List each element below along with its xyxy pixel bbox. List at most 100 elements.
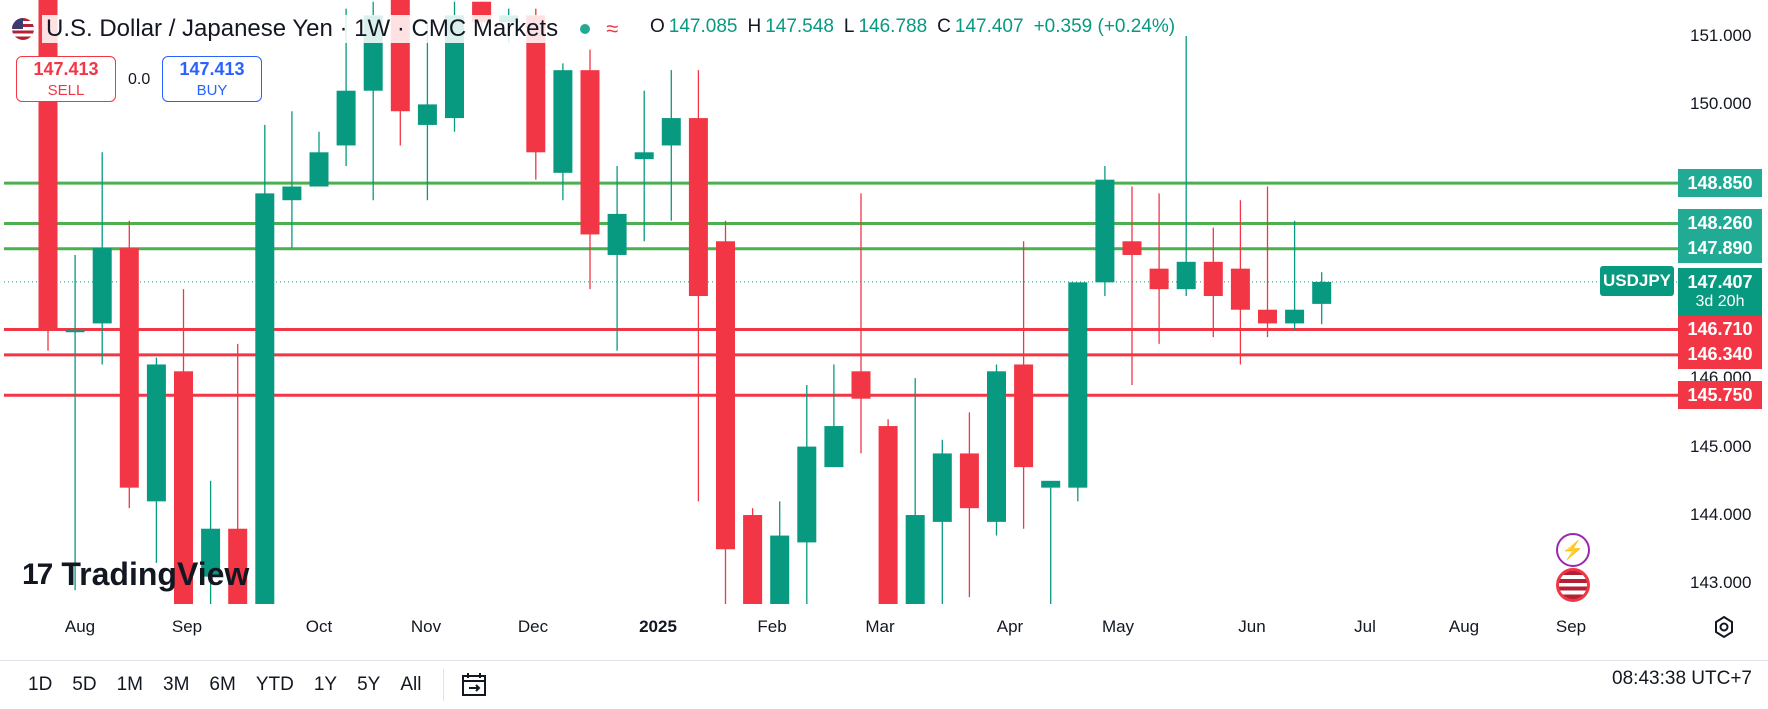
level-tag-146-710: 146.710 <box>1678 315 1762 344</box>
price-tick-label: 143.000 <box>1690 573 1752 593</box>
candle-body <box>417 104 437 125</box>
candle[interactable] <box>878 419 898 604</box>
candle[interactable] <box>1258 186 1277 338</box>
candle[interactable] <box>255 124 275 604</box>
candle-body <box>1203 261 1223 297</box>
candle[interactable] <box>688 70 708 502</box>
time-tick-label: Oct <box>305 617 333 636</box>
timeframe-1y[interactable]: 1Y <box>313 674 338 695</box>
candle[interactable] <box>905 378 925 604</box>
candle-body <box>38 0 58 331</box>
candle[interactable] <box>987 364 1006 536</box>
calendar-range-icon[interactable] <box>460 671 488 699</box>
candle[interactable] <box>119 220 139 509</box>
change-value: +0.359 (+0.24%) <box>1033 16 1176 37</box>
candle[interactable] <box>770 501 790 604</box>
timeframe-all[interactable]: All <box>400 674 422 695</box>
bolt-icon[interactable]: ⚡ <box>1556 533 1590 567</box>
candle-body <box>282 186 302 201</box>
candle[interactable] <box>1285 220 1305 331</box>
candle[interactable] <box>282 111 302 249</box>
candle[interactable] <box>1014 241 1034 529</box>
us-flag-event-icon[interactable] <box>1556 568 1590 602</box>
open-value: 147.085 <box>668 16 738 37</box>
candle[interactable] <box>65 254 85 591</box>
candle-body <box>770 535 790 604</box>
candle[interactable] <box>309 131 329 187</box>
candle[interactable] <box>1176 35 1196 297</box>
candle[interactable] <box>174 289 193 604</box>
candle[interactable] <box>1095 165 1115 297</box>
candle[interactable] <box>417 22 437 201</box>
clock[interactable]: 08:43:38 UTC+7 <box>1612 668 1752 689</box>
timeframe-1m[interactable]: 1M <box>116 674 143 695</box>
candle[interactable] <box>1041 480 1061 604</box>
candle[interactable] <box>716 220 735 604</box>
candle[interactable] <box>1230 200 1250 365</box>
candle-body <box>1149 268 1169 290</box>
candle[interactable] <box>228 343 248 604</box>
candle[interactable] <box>959 412 979 598</box>
timeframe-3m[interactable]: 3M <box>163 674 190 695</box>
ohlc-readout: O 147.085 H 147.548 L 146.788 C 147.407 +0.3… <box>650 16 1175 38</box>
candle[interactable] <box>580 49 600 290</box>
candle[interactable] <box>634 90 654 242</box>
time-tick-label: Sep <box>1555 617 1587 636</box>
candle[interactable] <box>553 63 573 201</box>
candle-body <box>119 248 139 488</box>
candle[interactable] <box>824 364 844 468</box>
candle[interactable] <box>797 384 817 604</box>
timeframe-6m[interactable]: 6M <box>209 674 236 695</box>
candle-body <box>634 152 654 160</box>
candle[interactable] <box>743 508 763 604</box>
logo-text: TradingView <box>61 556 250 592</box>
candle-body <box>959 453 979 509</box>
candle[interactable] <box>1312 272 1332 325</box>
candle-body <box>146 364 166 502</box>
candle-body <box>174 371 193 604</box>
candle-body <box>797 446 817 543</box>
candle[interactable] <box>1149 193 1169 344</box>
us-flag-icon <box>12 18 34 40</box>
price-tick-label: 145.000 <box>1690 436 1752 456</box>
time-tick-label: Nov <box>410 617 442 636</box>
price-tick-label: 151.000 <box>1690 25 1752 45</box>
settings-icon[interactable] <box>1711 614 1737 640</box>
candle[interactable] <box>1068 282 1088 502</box>
candle[interactable] <box>851 193 871 454</box>
timeframe-5d[interactable]: 5D <box>72 674 97 695</box>
tradingview-mark-icon: 17 <box>22 557 53 591</box>
level-tag-148-850: 148.850 <box>1678 169 1762 198</box>
symbol-title[interactable]: U.S. Dollar / Japanese Yen · 1W · CMC Ma… <box>42 15 563 43</box>
timeframe-5y[interactable]: 5Y <box>357 674 381 695</box>
candle[interactable] <box>607 165 627 351</box>
candle[interactable] <box>146 357 166 563</box>
buy-label: BUY <box>196 82 228 99</box>
high-value: 147.548 <box>765 16 834 37</box>
candle[interactable] <box>932 439 952 604</box>
current-price: 147.407 <box>1687 272 1753 293</box>
candle[interactable] <box>1203 227 1223 338</box>
sell-button[interactable]: 147.413 SELL <box>16 56 116 102</box>
candle[interactable] <box>38 0 58 351</box>
candle-body <box>65 330 85 333</box>
candle[interactable] <box>92 152 112 365</box>
candle-body <box>1122 241 1142 255</box>
candle[interactable] <box>1122 186 1142 385</box>
toolbar-divider <box>443 669 445 701</box>
candle-body <box>743 515 763 604</box>
candle-body <box>255 193 275 604</box>
buy-button[interactable]: 147.413 BUY <box>162 56 262 102</box>
tradingview-logo: 17 TradingView <box>22 556 249 593</box>
candle-body <box>92 248 112 324</box>
candle[interactable] <box>661 70 681 221</box>
time-tick-label: 2025 <box>639 617 677 636</box>
candle-body <box>526 15 546 153</box>
candle[interactable] <box>201 480 221 604</box>
bar-countdown: 3d 20h <box>1695 293 1745 311</box>
market-status[interactable]: ≈ <box>574 14 625 44</box>
candlestick-chart[interactable] <box>0 0 1768 660</box>
candle-body <box>201 528 221 577</box>
timeframe-1d[interactable]: 1D <box>28 674 53 695</box>
timeframe-ytd[interactable]: YTD <box>255 674 294 695</box>
